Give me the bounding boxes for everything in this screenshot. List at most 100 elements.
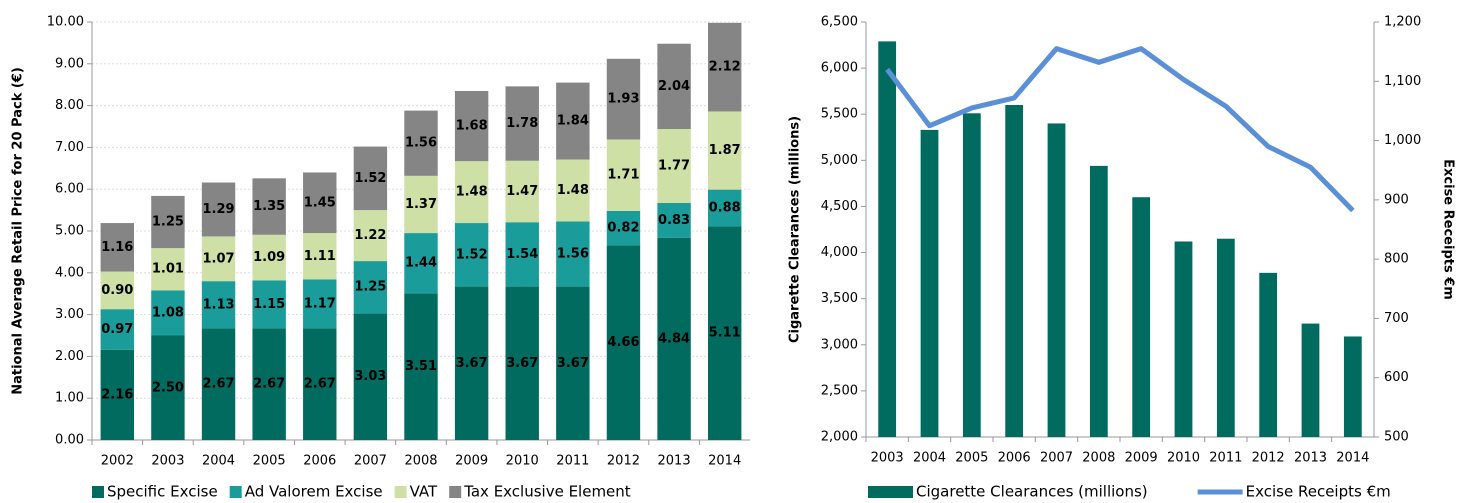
y-tick-label: 1.00 (55, 391, 84, 406)
data-label: 3.67 (456, 356, 488, 371)
bar (1216, 238, 1235, 437)
bar-segment (657, 202, 691, 238)
bar-segment (201, 236, 236, 282)
data-label: 0.82 (607, 221, 639, 236)
x-tick-label: 2008 (1082, 451, 1115, 466)
bar-segment (353, 210, 388, 262)
y2-axis-title: Excise Receipts €m (1441, 159, 1456, 300)
y-tick-label: 4,000 (821, 245, 858, 260)
x-tick-label: 2009 (1125, 451, 1158, 466)
x-tick-label: 2003 (151, 454, 184, 469)
data-label: 4.66 (607, 335, 639, 350)
data-label: 1.16 (101, 240, 133, 255)
y-tick-label: 6,500 (821, 15, 858, 30)
x-tick-label: 2012 (607, 454, 640, 469)
bar-segment (657, 129, 691, 203)
y-axis-title: National Average Retail Price for 20 Pac… (11, 67, 26, 395)
bar-segment (556, 159, 590, 222)
legend-swatch (394, 486, 407, 498)
bar-segment (303, 172, 337, 234)
bar-segment (303, 233, 337, 280)
bar (1132, 197, 1151, 437)
data-label: 1.52 (456, 247, 488, 262)
data-label: 1.56 (405, 136, 437, 151)
data-label: 1.93 (607, 92, 639, 107)
x-tick-label: 2007 (1040, 451, 1073, 466)
x-tick-label: 2004 (913, 451, 946, 466)
x-tick-label: 2011 (556, 454, 589, 469)
bar-segment (404, 175, 438, 234)
bar-segment (404, 110, 438, 176)
bar-segment (505, 286, 539, 440)
x-tick-label: 2013 (658, 454, 691, 469)
bar-segment (556, 286, 590, 440)
data-label: 1.01 (152, 262, 184, 277)
y2-tick-label: 1,000 (1384, 133, 1421, 148)
bar-segment (252, 178, 286, 235)
bar-segment (151, 195, 185, 249)
bar (1301, 323, 1320, 437)
x-tick-label: 2003 (871, 451, 904, 466)
y-tick-label: 3,000 (821, 337, 858, 352)
bar-segment (151, 248, 185, 291)
bar-segment (707, 22, 742, 112)
data-label: 1.07 (202, 251, 234, 266)
data-label: 1.52 (354, 171, 386, 186)
bar-segment (252, 280, 286, 329)
data-label: 0.88 (709, 201, 741, 216)
data-label: 1.29 (202, 202, 234, 217)
bar-segment (252, 234, 286, 281)
data-label: 3.51 (405, 359, 437, 374)
bar-segment (556, 82, 590, 160)
y-axis-title: Cigarette Clearances (millions) (788, 116, 803, 343)
y-tick-label: 3.00 (55, 307, 84, 322)
legend-label: Cigarette Clearances (millions) (916, 483, 1148, 501)
bar-segment (556, 221, 590, 287)
bar-segment (606, 139, 641, 211)
x-tick-label: 2013 (1294, 451, 1327, 466)
y-tick-label: 6,000 (821, 61, 858, 76)
y-tick-label: 2.00 (55, 349, 84, 364)
data-label: 1.56 (557, 246, 589, 261)
legend-label: Ad Valorem Excise (245, 483, 383, 501)
data-label: 1.71 (607, 168, 639, 183)
y-tick-label: 8.00 (55, 98, 84, 113)
x-tick-label: 2006 (998, 451, 1031, 466)
bar-segment (353, 146, 388, 211)
x-tick-label: 2007 (354, 454, 387, 469)
bar-segment (303, 279, 337, 329)
bar-segment (100, 309, 135, 350)
bar-segment (606, 58, 641, 140)
bar (962, 113, 981, 438)
data-label: 1.44 (405, 256, 437, 271)
data-label: 1.13 (202, 297, 234, 312)
bar-segment (707, 111, 742, 190)
data-label: 1.22 (354, 228, 386, 243)
y-tick-label: 7.00 (55, 140, 84, 155)
x-tick-label: 2011 (1209, 451, 1242, 466)
bar-segment (404, 233, 438, 294)
data-label: 3.67 (557, 356, 589, 371)
bar (920, 129, 939, 437)
y2-tick-label: 500 (1384, 430, 1409, 445)
bar-segment (404, 293, 438, 440)
data-label: 1.78 (506, 116, 538, 131)
data-label: 1.54 (506, 247, 538, 262)
bar (1174, 241, 1193, 437)
y-tick-label: 10.00 (47, 15, 84, 30)
legend-label: Excise Receipts €m (1246, 483, 1391, 501)
legend-swatch (92, 486, 104, 498)
bar (1089, 165, 1108, 437)
x-tick-label: 2010 (1167, 451, 1200, 466)
data-label: 1.09 (253, 250, 285, 265)
bar-segment (707, 189, 742, 227)
data-label: 1.47 (506, 184, 538, 199)
y-tick-label: 5,500 (821, 107, 858, 122)
data-label: 1.48 (456, 185, 488, 200)
data-label: 1.84 (557, 114, 589, 129)
bar-segment (100, 271, 135, 310)
data-label: 1.25 (354, 280, 386, 295)
data-label: 1.15 (253, 297, 285, 312)
data-label: 1.11 (304, 249, 336, 264)
x-tick-label: 2008 (404, 454, 437, 469)
